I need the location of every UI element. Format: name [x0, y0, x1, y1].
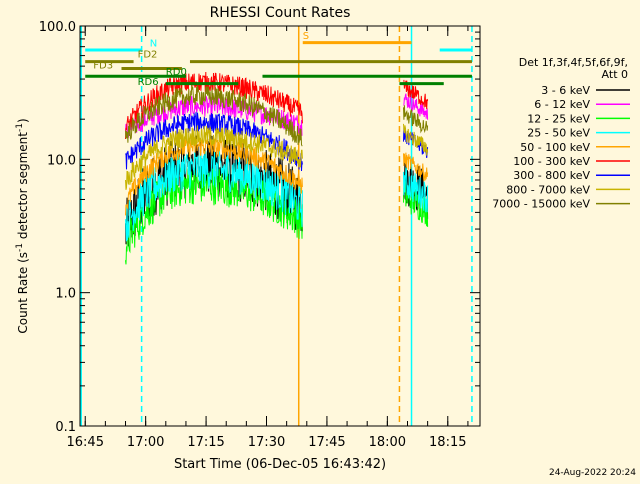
legend-label: 3 - 6 keV — [541, 84, 590, 97]
y-tick-label: 100.0 — [39, 20, 76, 35]
legend-label: 7000 - 15000 keV — [492, 198, 590, 211]
annotation-fd3: FD3 — [93, 61, 113, 72]
y-tick-label: 10.0 — [47, 153, 76, 168]
legend-label: 50 - 100 keV — [520, 141, 590, 154]
plot-area: N S FD2 FD3 RD0 RD6 — [80, 26, 473, 426]
series-line-3 — [125, 148, 303, 242]
x-axis-label: Start Time (06-Dec-05 16:43:42) — [174, 457, 386, 472]
legend-label: 800 - 7000 keV — [506, 183, 590, 196]
chart-title: RHESSI Count Rates — [210, 5, 351, 21]
series-line-2 — [125, 166, 303, 265]
y-tick-label: 0.1 — [55, 420, 76, 435]
annotation-fd2: FD2 — [138, 50, 158, 61]
series-line-8 — [125, 85, 303, 147]
annotation-rd6: RD6 — [138, 77, 159, 88]
legend-label: 300 - 800 keV — [513, 169, 590, 182]
series-line-late-5 — [403, 79, 429, 110]
series-line-late-3 — [403, 167, 429, 213]
annotation-rd0: RD0 — [166, 67, 187, 78]
x-tick-label: 18:00 — [369, 435, 406, 450]
legend-title-line1: Det 1f,3f,4f,5f,6f,9f, — [519, 56, 628, 69]
y-axis-ticks: 0.1 1.0 10.0 100.0 — [39, 20, 480, 435]
series-line-late-4 — [403, 152, 429, 182]
timestamp: 24-Aug-2022 20:24 — [549, 468, 636, 478]
x-tick-label: 18:15 — [429, 435, 466, 450]
legend-label: 12 - 25 keV — [527, 112, 590, 125]
x-axis-ticks: 16:45 17:00 17:15 17:30 17:45 18:00 18:15 — [67, 26, 469, 450]
series-line-late-1 — [403, 93, 429, 120]
y-tick-label: 1.0 — [55, 287, 76, 302]
y-axis-label-end: ) — [16, 118, 30, 123]
legend-label: 25 - 50 keV — [527, 127, 590, 140]
y-axis-label: Count Rate (s-1 detector segment-1) — [15, 118, 30, 333]
plot-frame — [79, 25, 481, 427]
x-tick-label: 17:45 — [308, 435, 345, 450]
legend-label: 100 - 300 keV — [513, 155, 590, 168]
series-line-late-8 — [403, 105, 429, 134]
x-tick-label: 17:15 — [187, 435, 224, 450]
x-tick-label: 17:00 — [127, 435, 164, 450]
legend-title-line2: Att 0 — [602, 68, 628, 81]
y-axis-label-sup1: -1 — [15, 243, 25, 252]
series-line-late-7 — [403, 123, 429, 156]
series-line-7 — [125, 125, 303, 190]
x-tick-label: 16:45 — [67, 435, 104, 450]
legend: Det 1f,3f,4f,5f,6f,9f, Att 0 3 - 6 keV6 … — [492, 56, 630, 211]
legend-label: 6 - 12 keV — [534, 98, 590, 111]
y-axis-label-sup2: -1 — [15, 123, 25, 132]
annotation-s: S — [303, 31, 309, 42]
x-tick-label: 17:30 — [248, 435, 285, 450]
y-axis-label-main: Count Rate (s — [16, 252, 30, 334]
y-axis-label-mid: detector segment — [16, 132, 30, 243]
annotation-n: N — [150, 39, 157, 50]
